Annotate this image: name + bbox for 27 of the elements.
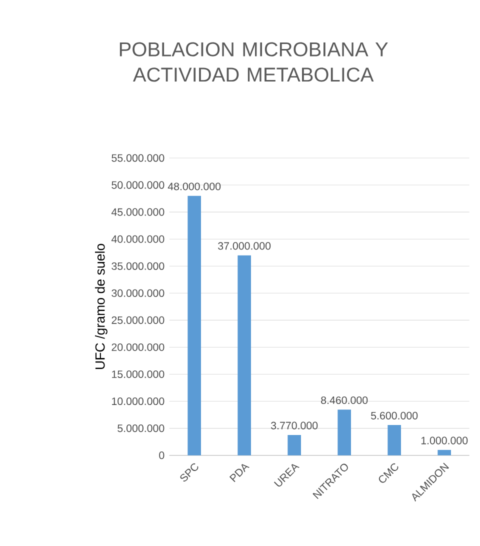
chart-title: POBLACION MICROBIANA Y ACTIVIDAD METABOLICA: [120, 42, 388, 82]
bar: [338, 410, 351, 456]
data-label: 48.000.000: [168, 182, 221, 190]
y-axis-title: UFC /gramo de suelo: [94, 244, 108, 370]
data-label: 5.600.000: [371, 412, 418, 420]
y-tick-label: 40.000.000: [111, 235, 164, 243]
x-tick-label: PDA: [229, 464, 250, 482]
y-tick-label: 30.000.000: [112, 289, 164, 297]
bar: [438, 450, 451, 456]
y-tick-label: 5.000.000: [118, 424, 164, 432]
bar: [238, 255, 251, 456]
y-tick-label: 0: [159, 452, 164, 460]
data-label: 8.460.000: [321, 396, 368, 404]
y-tick-label: 25.000.000: [112, 316, 164, 324]
y-tick-label: 20.000.000: [112, 343, 164, 351]
bar: [288, 434, 301, 456]
bar: [388, 425, 401, 456]
data-label: 3.770.000: [271, 422, 318, 430]
y-tick-label: 55.000.000: [112, 154, 164, 162]
data-label: 1.000.000: [421, 436, 468, 444]
y-tick-label: 45.000.000: [111, 208, 164, 216]
y-tick-label: 15.000.000: [112, 370, 164, 378]
y-tick-label: 35.000.000: [112, 262, 164, 270]
y-tick-label: 10.000.000: [112, 398, 164, 406]
data-label: 37.000.000: [218, 242, 271, 250]
y-tick-label: 50.000.000: [112, 181, 164, 189]
bar: [188, 196, 201, 456]
